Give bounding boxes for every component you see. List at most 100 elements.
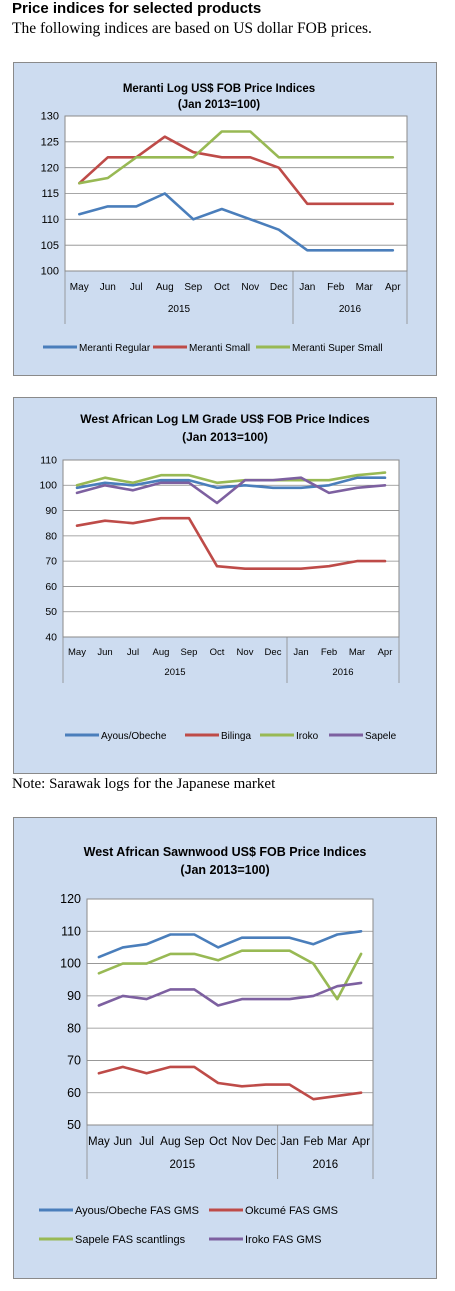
series-line-sapele-fas-scantlings — [97, 949, 363, 1001]
x-tick-label: Aug — [156, 282, 174, 293]
year-label: 2016 — [313, 1159, 339, 1171]
y-tick-label: 125 — [41, 136, 59, 148]
chart-title: West African Log LM Grade US$ FOB Price … — [80, 412, 370, 426]
y-tick-label: 130 — [41, 111, 59, 123]
year-label: 2016 — [332, 667, 353, 678]
x-tick-label: May — [88, 1136, 110, 1148]
chart-subtitle: (Jan 2013=100) — [182, 430, 268, 444]
x-tick-label: Dec — [270, 282, 288, 293]
legend-label: Ayous/Obeche — [101, 731, 167, 742]
year-label: 2015 — [170, 1159, 196, 1171]
legend-label: Sapele FAS scantlings — [75, 1234, 186, 1246]
y-tick-label: 60 — [67, 1086, 81, 1100]
y-tick-label: 40 — [45, 631, 57, 643]
series-line-sapele — [75, 476, 387, 505]
series-line-okcum-fas-gms — [97, 1065, 363, 1101]
x-tick-label: Mar — [356, 282, 374, 293]
x-tick-label: May — [68, 647, 86, 658]
x-tick-label: Sep — [184, 1136, 204, 1148]
x-tick-label: Sep — [184, 282, 202, 293]
legend-label: Meranti Regular — [79, 343, 151, 354]
y-tick-label: 70 — [67, 1054, 81, 1068]
y-tick-label: 50 — [67, 1118, 81, 1132]
x-tick-label: Dec — [265, 647, 282, 658]
x-tick-label: Jan — [293, 647, 308, 658]
series-line-meranti-super-small — [78, 130, 395, 185]
x-tick-label: Feb — [327, 282, 345, 293]
y-tick-label: 120 — [60, 892, 81, 906]
chart-title: West African Sawnwood US$ FOB Price Indi… — [84, 845, 367, 859]
x-tick-label: Oct — [210, 647, 225, 658]
y-tick-label: 80 — [45, 530, 57, 542]
x-tick-label: Jan — [299, 282, 315, 293]
x-tick-label: May — [70, 282, 89, 293]
y-tick-label: 50 — [45, 606, 57, 618]
y-tick-label: 100 — [60, 957, 81, 971]
y-tick-label: 90 — [67, 989, 81, 1003]
y-tick-label: 100 — [39, 480, 57, 492]
x-tick-label: Feb — [304, 1136, 324, 1148]
note-text: Note: Sarawak logs for the Japanese mark… — [12, 776, 276, 792]
y-tick-label: 115 — [41, 188, 59, 200]
x-tick-label: Apr — [352, 1136, 370, 1148]
x-tick-label: Jul — [130, 282, 143, 293]
x-tick-label: Nov — [241, 282, 259, 293]
x-tick-label: Mar — [327, 1136, 347, 1148]
x-tick-label: Apr — [385, 282, 401, 293]
legend-label: Bilinga — [221, 731, 251, 742]
y-tick-label: 90 — [45, 505, 57, 517]
meranti-log-chart: Meranti Log US$ FOB Price Indices (Jan 20… — [13, 62, 437, 376]
plot-area — [86, 898, 374, 1126]
x-tick-label: Aug — [153, 647, 170, 658]
west-african-sawnwood-chart: West African Sawnwood US$ FOB Price Indi… — [13, 817, 437, 1279]
legend-label: Iroko — [296, 731, 319, 742]
x-tick-label: Jul — [139, 1136, 154, 1148]
series-line-iroko-fas-gms — [97, 981, 363, 1007]
legend-label: Meranti Super Small — [292, 343, 383, 354]
x-tick-label: Feb — [321, 647, 337, 658]
page-subheading: The following indices are based on US do… — [12, 20, 372, 37]
west-african-log-chart: West African Log LM Grade US$ FOB Price … — [13, 397, 437, 774]
legend-label: Iroko FAS GMS — [245, 1234, 321, 1246]
year-label: 2016 — [339, 304, 362, 315]
y-tick-label: 80 — [67, 1021, 81, 1035]
x-tick-label: Mar — [349, 647, 365, 658]
x-tick-label: Jun — [100, 282, 116, 293]
chart-subtitle: (Jan 2013=100) — [178, 99, 260, 111]
x-tick-label: Sep — [181, 647, 198, 658]
x-tick-label: Jun — [113, 1136, 132, 1148]
y-tick-label: 110 — [41, 214, 59, 226]
y-tick-label: 105 — [41, 240, 59, 252]
x-tick-label: Nov — [232, 1136, 253, 1148]
x-tick-label: Jan — [280, 1136, 299, 1148]
x-tick-label: Apr — [378, 647, 393, 658]
series-line-ayous-obeche — [75, 476, 387, 490]
series-line-meranti-regular — [78, 192, 395, 252]
legend-label: Ayous/Obeche FAS GMS — [75, 1205, 199, 1217]
series-line-iroko — [75, 471, 387, 487]
year-label: 2015 — [168, 304, 191, 315]
x-tick-label: Dec — [256, 1136, 277, 1148]
x-tick-label: Oct — [214, 282, 230, 293]
year-label: 2015 — [164, 667, 185, 678]
y-tick-label: 110 — [40, 454, 57, 466]
x-tick-label: Jun — [97, 647, 112, 658]
chart-subtitle: (Jan 2013=100) — [180, 863, 269, 877]
legend-label: Meranti Small — [189, 343, 250, 354]
x-tick-label: Jul — [127, 647, 139, 658]
x-tick-label: Aug — [160, 1136, 180, 1148]
series-line-ayous-obeche-fas-gms — [97, 930, 363, 959]
legend-label: Okcumé FAS GMS — [245, 1205, 338, 1217]
series-line-meranti-small — [78, 135, 395, 206]
chart-title: Meranti Log US$ FOB Price Indices — [123, 83, 315, 95]
page-heading: Price indices for selected products — [12, 0, 262, 17]
y-tick-label: 110 — [61, 924, 81, 938]
legend-label: Sapele — [365, 731, 397, 742]
y-tick-label: 60 — [45, 581, 57, 593]
y-tick-label: 120 — [41, 162, 59, 174]
x-tick-label: Nov — [237, 647, 254, 658]
x-tick-label: Oct — [209, 1136, 228, 1148]
series-line-bilinga — [75, 516, 387, 570]
y-tick-label: 100 — [41, 266, 59, 278]
y-tick-label: 70 — [45, 556, 57, 568]
